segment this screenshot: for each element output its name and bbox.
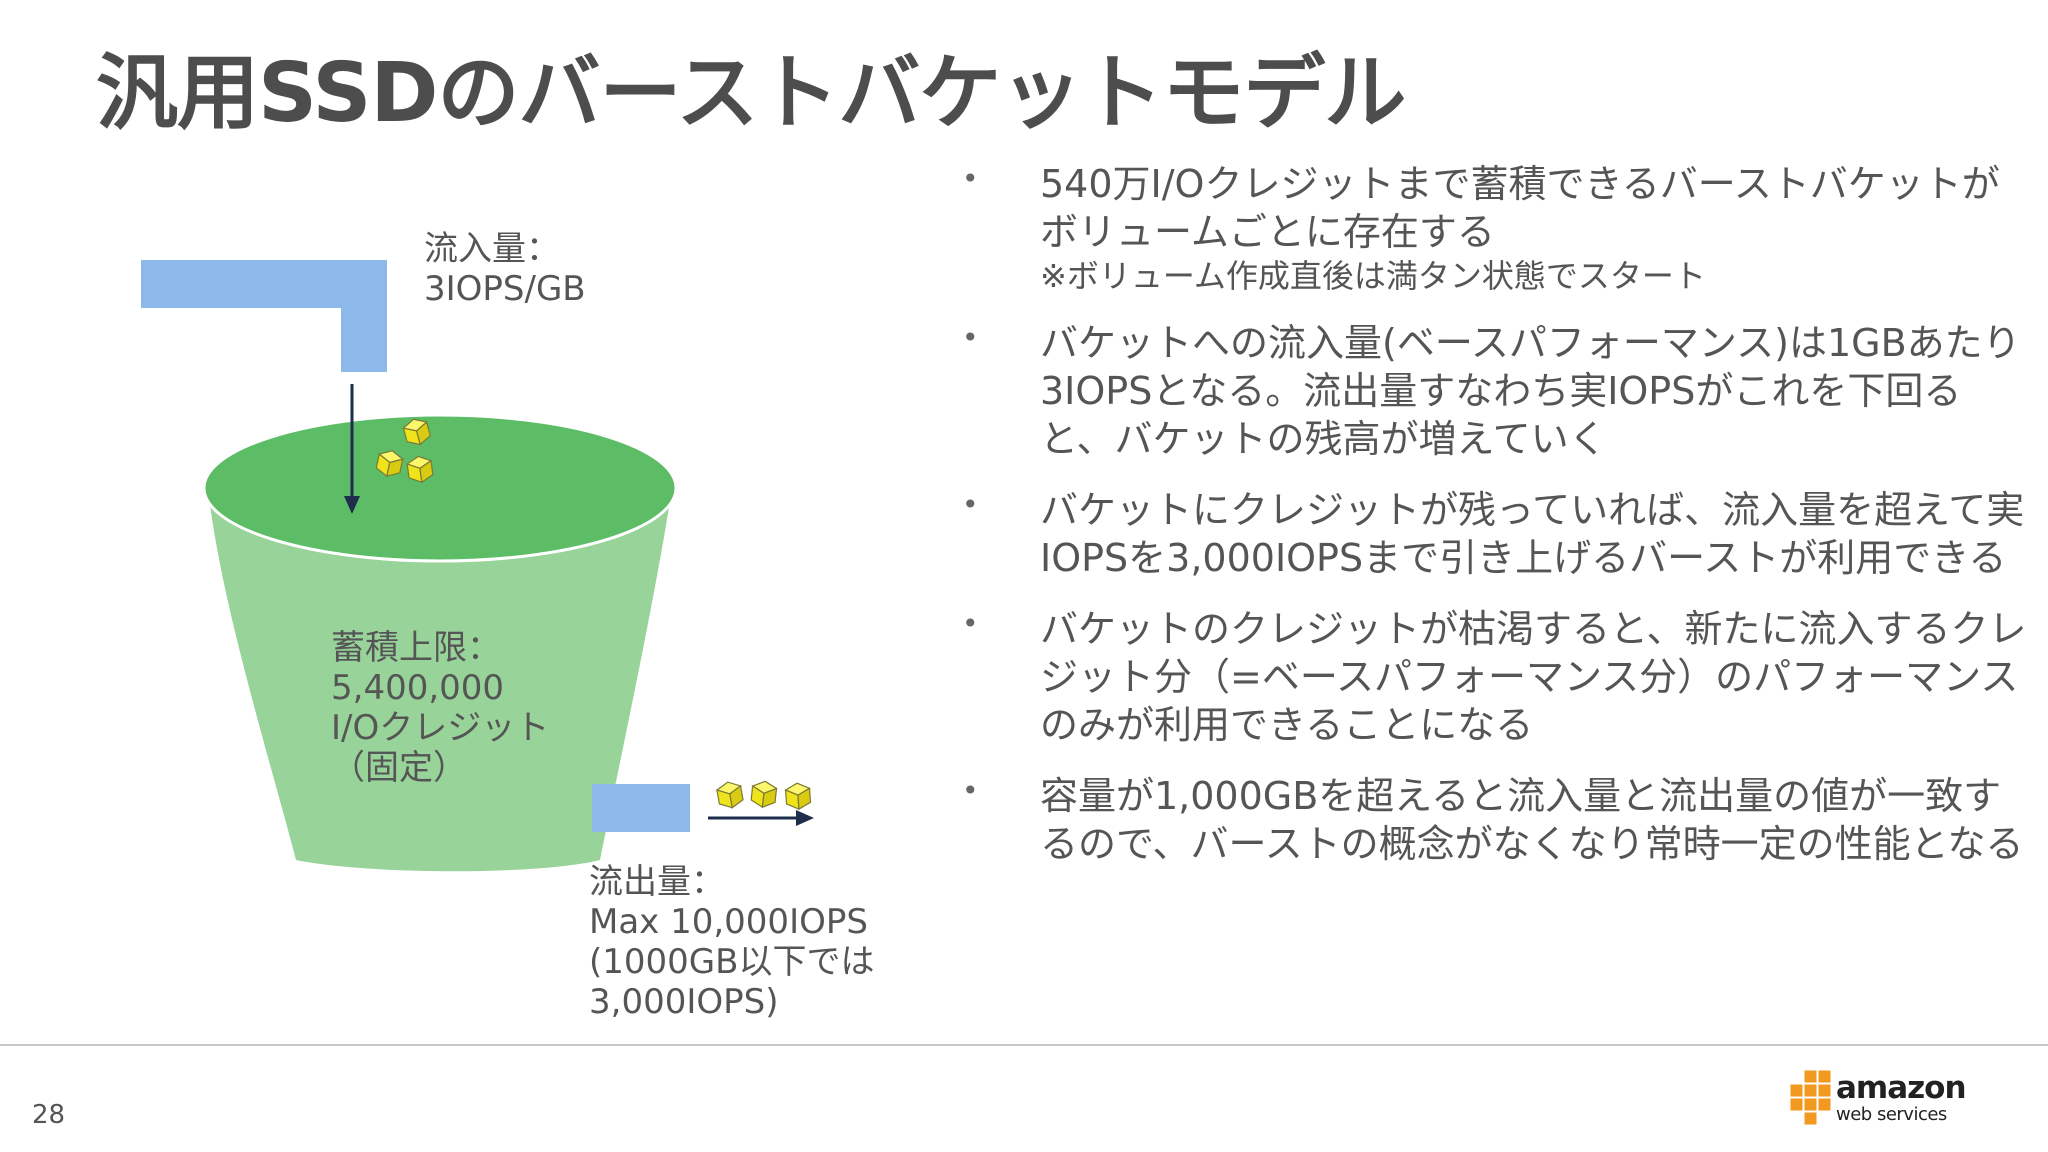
bullet-item: バケットにクレジットが残っていれば、流入量を超えて実IOPSを3,000IOPS… bbox=[958, 486, 2028, 582]
bullet-list: 540万I/Oクレジットまで蓄積できるバーストバケットがボリュームごとに存在する… bbox=[958, 160, 2028, 891]
bullet-item: 540万I/Oクレジットまで蓄積できるバーストバケットがボリュームごとに存在する… bbox=[958, 160, 2028, 296]
outflow-pipe bbox=[592, 784, 690, 832]
outflow-arrow bbox=[708, 810, 814, 826]
aws-cubes-icon bbox=[1789, 1069, 1832, 1126]
inflow-arrow bbox=[344, 384, 360, 514]
inflow-label: 流入量： 3IOPS/GB bbox=[424, 229, 586, 309]
inflow-pipe bbox=[141, 260, 387, 372]
inflow-label-line: 3IOPS/GB bbox=[424, 269, 586, 309]
capacity-label-line: 5,400,000 bbox=[331, 668, 505, 708]
outflow-label-line: 3,000IOPS) bbox=[589, 982, 779, 1022]
bullet-item: バケットへの流入量(ベースパフォーマンス)は1GBあたり3IOPSとなる。流出量… bbox=[958, 319, 2028, 463]
outflow-label: 流出量： Max 10,000IOPS (1000GB以下では 3,000IOP… bbox=[589, 862, 874, 1022]
footer-divider bbox=[0, 1044, 2048, 1046]
logo-wordmark: amazon bbox=[1836, 1070, 1967, 1106]
bullet-item: 容量が1,000GBを超えると流入量と流出量の値が一致するので、バーストの概念が… bbox=[958, 772, 2028, 868]
bullet-text: バケットにクレジットが残っていれば、流入量を超えて実IOPSを3,000IOPS… bbox=[1040, 488, 2025, 580]
bullet-text: バケットのクレジットが枯渇すると、新たに流入するクレジット分（=ベースパフォーマ… bbox=[1040, 607, 2027, 747]
bullet-item: バケットのクレジットが枯渇すると、新たに流入するクレジット分（=ベースパフォーマ… bbox=[958, 605, 2028, 749]
capacity-label: 蓄積上限： 5,400,000 I/Oクレジット （固定） bbox=[331, 628, 549, 788]
bullet-text: バケットへの流入量(ベースパフォーマンス)は1GBあたり3IOPSとなる。流出量… bbox=[1040, 321, 2021, 461]
outflow-credits bbox=[715, 779, 812, 811]
capacity-label-line: （固定） bbox=[331, 748, 467, 788]
capacity-label-line: 蓄積上限： bbox=[331, 628, 501, 668]
bullet-note: ※ボリューム作成直後は満タン状態でスタート bbox=[1040, 257, 1706, 295]
bucket-body bbox=[208, 488, 672, 872]
inflow-label-line: 流入量： bbox=[424, 229, 560, 269]
page-number: 28 bbox=[32, 1100, 66, 1130]
outflow-label-line: 流出量： bbox=[589, 862, 725, 902]
bullet-text: 540万I/Oクレジットまで蓄積できるバーストバケットがボリュームごとに存在する bbox=[1040, 162, 2000, 254]
capacity-label-line: I/Oクレジット bbox=[331, 708, 550, 748]
outflow-label-line: (1000GB以下では bbox=[589, 942, 875, 982]
slide-title: 汎用SSDのバーストバケットモデル bbox=[96, 46, 1406, 141]
bullet-text: 容量が1,000GBを超えると流入量と流出量の値が一致するので、バーストの概念が… bbox=[1040, 774, 2024, 866]
bucket-top bbox=[202, 413, 678, 563]
logo-subtitle: web services bbox=[1836, 1104, 1947, 1125]
aws-logo: amazon web services bbox=[1786, 1068, 1967, 1138]
outflow-label-line: Max 10,000IOPS bbox=[589, 902, 868, 942]
